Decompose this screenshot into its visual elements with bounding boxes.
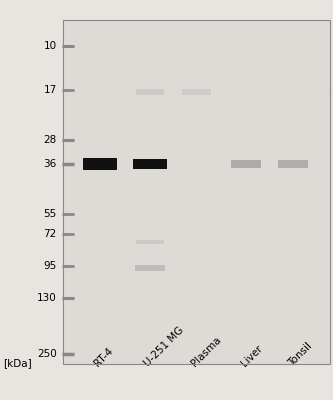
Text: Tonsil: Tonsil <box>286 340 314 368</box>
Text: Plasma: Plasma <box>189 334 223 368</box>
Text: 72: 72 <box>43 229 57 239</box>
Text: 28: 28 <box>43 135 57 145</box>
Text: 17: 17 <box>43 85 57 95</box>
FancyBboxPatch shape <box>278 160 308 168</box>
FancyBboxPatch shape <box>136 240 164 244</box>
FancyBboxPatch shape <box>135 265 165 271</box>
Text: 130: 130 <box>37 293 57 303</box>
FancyBboxPatch shape <box>133 159 166 169</box>
Text: 36: 36 <box>43 159 57 169</box>
FancyBboxPatch shape <box>231 160 261 168</box>
FancyBboxPatch shape <box>83 158 117 170</box>
Text: Liver: Liver <box>239 343 264 368</box>
FancyBboxPatch shape <box>182 89 210 94</box>
FancyBboxPatch shape <box>63 20 330 364</box>
Text: 55: 55 <box>43 209 57 219</box>
FancyBboxPatch shape <box>136 89 164 95</box>
Text: 10: 10 <box>44 41 57 51</box>
Text: 250: 250 <box>37 349 57 359</box>
Text: 95: 95 <box>43 261 57 271</box>
Text: RT-4: RT-4 <box>93 345 116 368</box>
Text: U-251 MG: U-251 MG <box>143 325 186 368</box>
Text: [kDa]: [kDa] <box>3 358 32 368</box>
